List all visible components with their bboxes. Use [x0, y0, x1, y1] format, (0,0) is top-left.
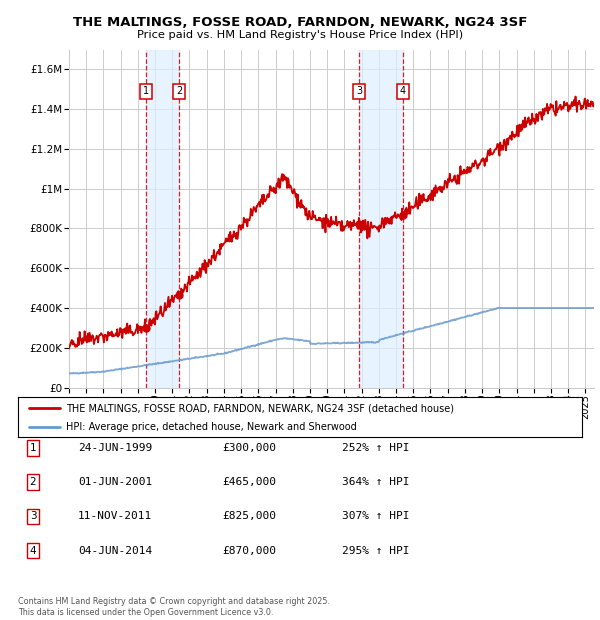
- Text: 3: 3: [356, 86, 362, 96]
- Text: 295% ↑ HPI: 295% ↑ HPI: [342, 546, 409, 556]
- Text: 252% ↑ HPI: 252% ↑ HPI: [342, 443, 409, 453]
- Bar: [146, 50, 179, 388]
- Text: £300,000: £300,000: [222, 443, 276, 453]
- Text: £825,000: £825,000: [222, 512, 276, 521]
- Text: 04-JUN-2014: 04-JUN-2014: [78, 546, 152, 556]
- Text: 24-JUN-1999: 24-JUN-1999: [78, 443, 152, 453]
- Text: Price paid vs. HM Land Registry's House Price Index (HPI): Price paid vs. HM Land Registry's House …: [137, 30, 463, 40]
- Text: 2: 2: [176, 86, 182, 96]
- Text: 11-NOV-2011: 11-NOV-2011: [78, 512, 152, 521]
- Text: 364% ↑ HPI: 364% ↑ HPI: [342, 477, 409, 487]
- Text: THE MALTINGS, FOSSE ROAD, FARNDON, NEWARK, NG24 3SF (detached house): THE MALTINGS, FOSSE ROAD, FARNDON, NEWAR…: [66, 403, 454, 413]
- Text: THE MALTINGS, FOSSE ROAD, FARNDON, NEWARK, NG24 3SF: THE MALTINGS, FOSSE ROAD, FARNDON, NEWAR…: [73, 16, 527, 29]
- Text: 2: 2: [29, 477, 37, 487]
- Bar: [359, 50, 403, 388]
- Text: 1: 1: [143, 86, 149, 96]
- Text: Contains HM Land Registry data © Crown copyright and database right 2025.
This d: Contains HM Land Registry data © Crown c…: [18, 598, 330, 617]
- Text: £465,000: £465,000: [222, 477, 276, 487]
- Text: 01-JUN-2001: 01-JUN-2001: [78, 477, 152, 487]
- Text: 4: 4: [29, 546, 37, 556]
- Text: 4: 4: [400, 86, 406, 96]
- Text: 1: 1: [29, 443, 37, 453]
- Text: HPI: Average price, detached house, Newark and Sherwood: HPI: Average price, detached house, Newa…: [66, 422, 356, 432]
- Text: 3: 3: [29, 512, 37, 521]
- Text: £870,000: £870,000: [222, 546, 276, 556]
- Text: 307% ↑ HPI: 307% ↑ HPI: [342, 512, 409, 521]
